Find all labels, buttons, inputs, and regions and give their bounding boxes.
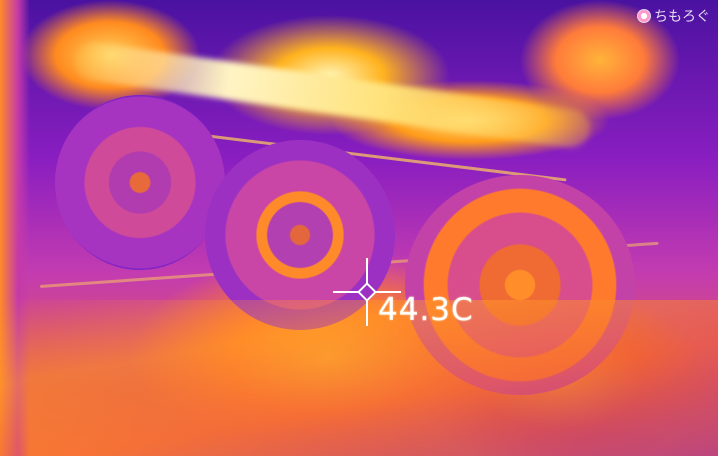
motherboard-area: [0, 300, 718, 456]
temperature-readout: 44.3C: [378, 292, 474, 328]
watermark-text: ちもろぐ: [654, 9, 710, 25]
gpu-fan-left: [55, 95, 225, 270]
watermark-logo-icon: [637, 9, 651, 23]
watermark: ちもろぐ: [637, 6, 710, 26]
crosshair-icon: [333, 258, 401, 326]
gpu-fan-middle: [205, 140, 395, 330]
